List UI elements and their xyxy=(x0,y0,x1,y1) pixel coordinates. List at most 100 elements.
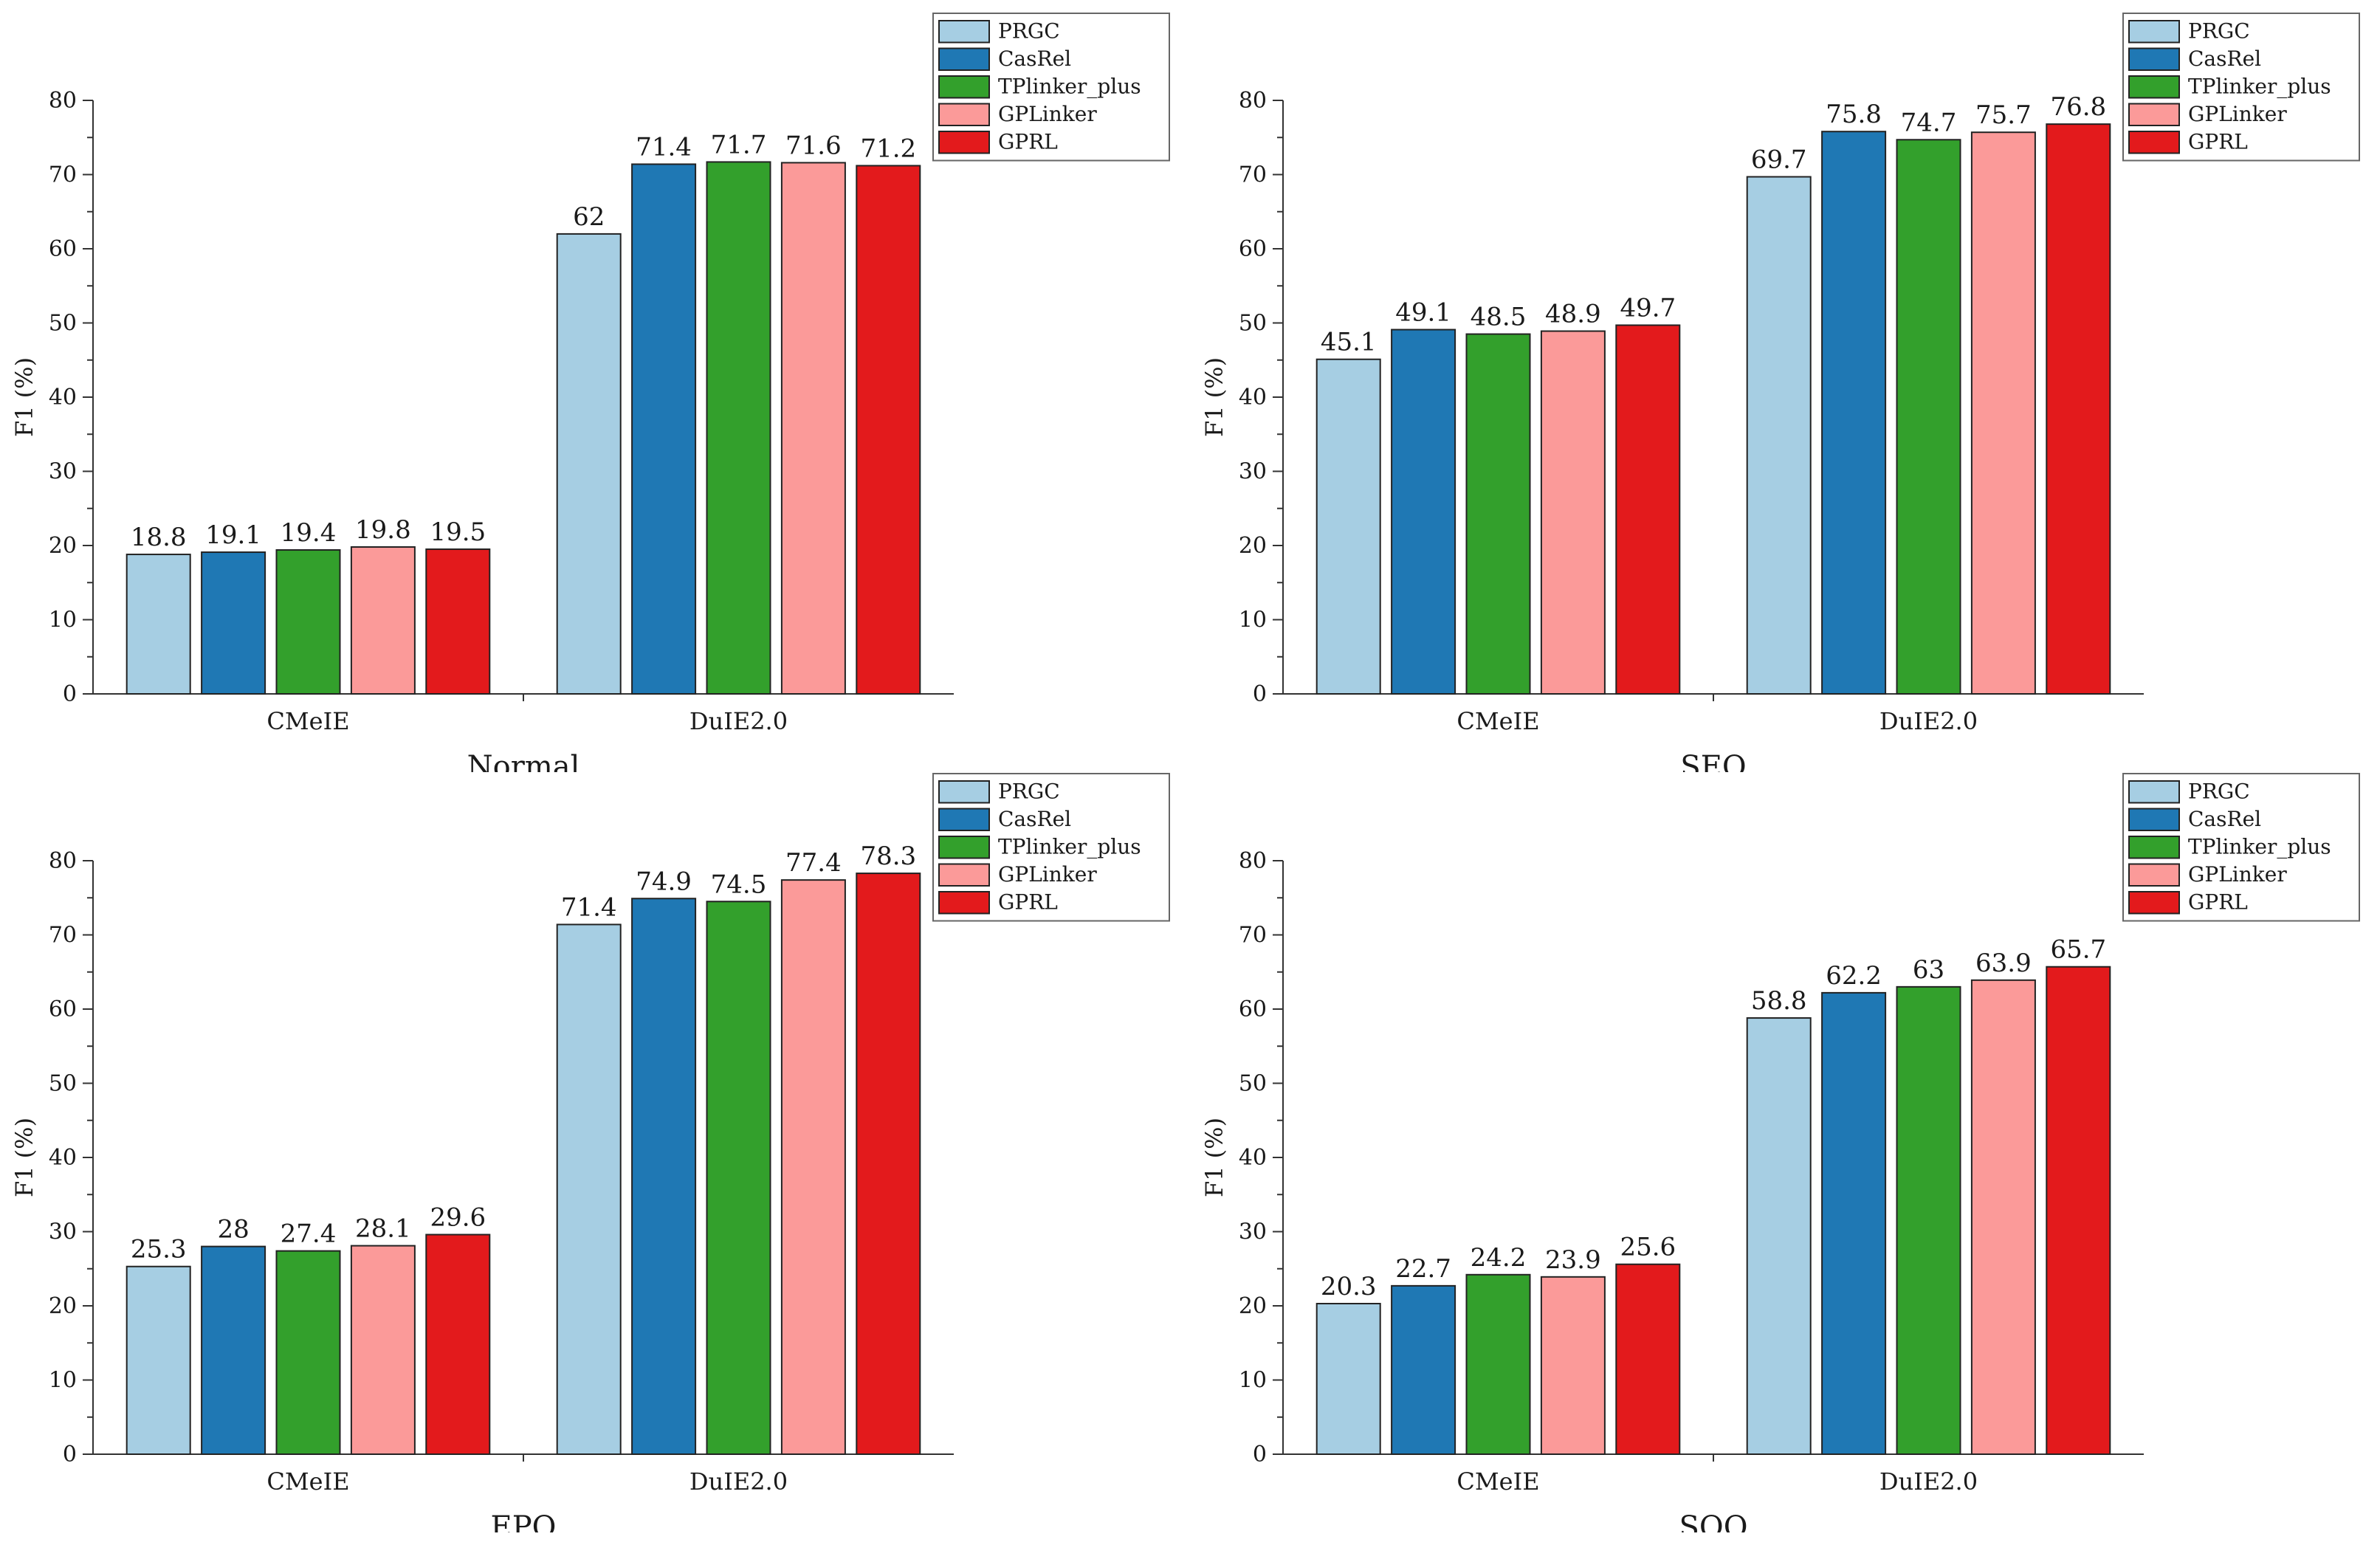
bar-gprl-duie2-0 xyxy=(2046,966,2111,1455)
x-category-label: DuIE2.0 xyxy=(1879,1467,1978,1496)
legend-label: TPlinker_plus xyxy=(2188,835,2331,859)
bar-value-label: 48.5 xyxy=(1471,303,1527,332)
legend-swatch-prgc xyxy=(938,780,990,804)
bar-value-label: 71.2 xyxy=(860,134,916,163)
y-tick-label: 20 xyxy=(1239,533,1267,559)
y-tick-label: 0 xyxy=(63,681,77,707)
bar-prgc-duie2-0 xyxy=(1746,176,1812,695)
bar-value-label: 19.5 xyxy=(430,517,486,547)
legend-label: CasRel xyxy=(2188,807,2261,831)
bar-tplinker-plus-cmeie xyxy=(275,549,341,695)
bar-value-label: 75.7 xyxy=(1975,100,2032,130)
bar-value-label: 63.9 xyxy=(1975,949,2032,978)
bar-gprl-cmeie xyxy=(1615,324,1681,695)
y-tick-label: 10 xyxy=(49,608,77,633)
x-category-label: CMeIE xyxy=(1456,707,1539,735)
chart-normal: 0 10 20 30 40 50 60 70 80 F1 (%) CMeIE 18.8 19.1 19.4… xyxy=(10,13,1170,772)
bar-value-label: 71.4 xyxy=(561,892,617,922)
bar-value-label: 20.3 xyxy=(1321,1272,1377,1301)
legend: PRGC CasRel TPlinker_plus GPLinker GPRL xyxy=(2122,13,2360,162)
bar-prgc-duie2-0 xyxy=(1746,1017,1812,1455)
bar-casrel-duie2-0 xyxy=(631,898,697,1455)
bar-gprl-duie2-0 xyxy=(856,873,921,1455)
chart-title: EPO xyxy=(491,1510,557,1532)
y-tick-label: 10 xyxy=(49,1368,77,1394)
y-tick-label: 20 xyxy=(1239,1293,1267,1319)
y-tick-label: 70 xyxy=(49,923,77,949)
y-tick-label: 0 xyxy=(1253,1442,1267,1467)
bar-prgc-cmeie xyxy=(1315,358,1381,695)
legend-swatch-gprl xyxy=(938,131,990,154)
chart-title: SOO xyxy=(1679,1510,1748,1532)
y-tick-label: 80 xyxy=(1239,88,1267,114)
y-tick-label: 70 xyxy=(1239,923,1267,949)
legend-label: GPRL xyxy=(2188,130,2248,154)
bar-value-label: 25.6 xyxy=(1620,1233,1676,1262)
bar-gplinker-cmeie xyxy=(1540,330,1606,695)
y-tick-label: 80 xyxy=(1239,848,1267,874)
bar-casrel-duie2-0 xyxy=(631,163,697,695)
legend-label: PRGC xyxy=(2188,19,2250,44)
bar-value-label: 77.4 xyxy=(785,848,842,878)
bar-tplinker-plus-duie2-0 xyxy=(1896,985,1961,1456)
bar-value-label: 48.9 xyxy=(1545,300,1601,329)
legend-swatch-casrel xyxy=(938,808,990,831)
legend-swatch-tplinker-plus xyxy=(938,836,990,859)
legend-label: TPlinker_plus xyxy=(998,75,1141,99)
bar-prgc-duie2-0 xyxy=(556,233,622,695)
legend-label: TPlinker_plus xyxy=(2188,75,2331,99)
y-tick-label: 50 xyxy=(49,311,77,337)
bar-prgc-duie2-0 xyxy=(556,923,622,1455)
bar-gplinker-cmeie xyxy=(1540,1276,1606,1455)
legend-label: PRGC xyxy=(998,19,1060,44)
bar-value-label: 29.6 xyxy=(430,1203,486,1233)
bar-value-label: 45.1 xyxy=(1321,328,1377,357)
bar-value-label: 27.4 xyxy=(281,1219,337,1249)
bar-value-label: 58.8 xyxy=(1751,986,1807,1016)
bar-prgc-cmeie xyxy=(125,554,191,695)
x-category-label: CMeIE xyxy=(266,1467,349,1496)
bar-gplinker-cmeie xyxy=(350,546,416,695)
y-tick-label: 0 xyxy=(1253,681,1267,707)
legend-label: GPLinker xyxy=(998,102,1097,126)
legend-swatch-gplinker xyxy=(2128,103,2180,126)
bar-gprl-duie2-0 xyxy=(856,165,921,695)
legend-label: TPlinker_plus xyxy=(998,835,1141,859)
x-category-label: DuIE2.0 xyxy=(1879,707,1978,735)
bar-value-label: 74.9 xyxy=(636,867,692,896)
y-tick-label: 80 xyxy=(49,848,77,874)
bar-value-label: 19.8 xyxy=(355,515,411,545)
y-axis-title: F1 (%) xyxy=(1200,357,1228,437)
y-axis-title: F1 (%) xyxy=(1200,1118,1228,1197)
bar-value-label: 28.1 xyxy=(355,1214,411,1244)
bar-value-label: 62.2 xyxy=(1826,961,1882,991)
bar-tplinker-plus-duie2-0 xyxy=(706,901,771,1455)
chart-panel-seo: 0 10 20 30 40 50 60 70 80 F1 (%) CMeIE 45.1 49.1 48.5… xyxy=(1190,0,2380,772)
legend-label: GPRL xyxy=(998,890,1058,915)
chart-title: SEO xyxy=(1680,750,1746,772)
legend-swatch-gplinker xyxy=(2128,863,2180,887)
y-tick-label: 60 xyxy=(49,236,77,262)
y-tick-label: 60 xyxy=(1239,997,1267,1022)
y-tick-label: 40 xyxy=(1239,385,1267,410)
bar-value-label: 49.7 xyxy=(1620,294,1676,323)
y-tick-label: 40 xyxy=(49,1145,77,1171)
bar-value-label: 71.6 xyxy=(785,131,842,160)
legend-swatch-tplinker-plus xyxy=(2128,75,2180,99)
y-tick-label: 30 xyxy=(49,459,77,485)
bar-value-label: 65.7 xyxy=(2050,935,2106,965)
bar-value-label: 24.2 xyxy=(1471,1243,1527,1273)
x-category-label: DuIE2.0 xyxy=(689,1467,788,1496)
chart-epo: 0 10 20 30 40 50 60 70 80 F1 (%) CMeIE 25.3 28 27.4 28… xyxy=(10,773,1170,1532)
legend-swatch-gprl xyxy=(2128,891,2180,915)
chart-soo: 0 10 20 30 40 50 60 70 80 F1 (%) CMeIE 20.3 22.7 24.2… xyxy=(1200,773,2360,1532)
y-axis-title: F1 (%) xyxy=(10,1118,38,1197)
bar-value-label: 74.5 xyxy=(711,870,767,899)
legend-label: PRGC xyxy=(2188,780,2250,804)
y-tick-label: 40 xyxy=(49,385,77,410)
y-tick-label: 0 xyxy=(63,1442,77,1467)
bar-gplinker-duie2-0 xyxy=(780,162,846,695)
y-axis-title: F1 (%) xyxy=(10,357,38,437)
y-tick-label: 70 xyxy=(1239,162,1267,188)
bar-prgc-cmeie xyxy=(1315,1302,1381,1455)
